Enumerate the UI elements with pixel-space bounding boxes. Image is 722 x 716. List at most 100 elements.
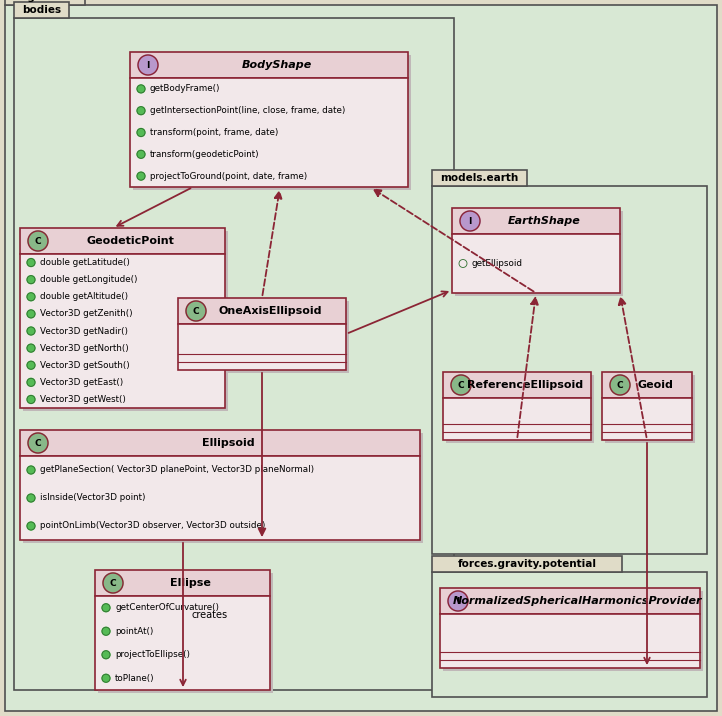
Circle shape (102, 651, 110, 659)
Text: getEllipsoid: getEllipsoid (472, 259, 523, 268)
Circle shape (102, 604, 110, 611)
Circle shape (27, 344, 35, 352)
Bar (95, 570, 270, 596)
Bar (95, 596, 270, 690)
Circle shape (27, 466, 35, 474)
Circle shape (460, 211, 480, 231)
Bar (23, 231, 228, 411)
Bar (20, 430, 420, 456)
Text: transform(geodeticPoint): transform(geodeticPoint) (150, 150, 260, 159)
Text: getCenterOfCurvature(): getCenterOfCurvature() (115, 604, 219, 612)
Bar (602, 398, 692, 440)
Text: C: C (458, 380, 464, 390)
Text: isInside(Vector3D point): isInside(Vector3D point) (40, 493, 146, 503)
Bar (133, 55, 411, 190)
Text: Geoid: Geoid (637, 380, 673, 390)
Bar (181, 301, 349, 373)
Text: toPlane(): toPlane() (115, 674, 155, 683)
Text: creates: creates (191, 610, 227, 620)
Text: Vector3D getZenith(): Vector3D getZenith() (40, 309, 133, 319)
Circle shape (27, 362, 35, 369)
Circle shape (137, 128, 145, 137)
Text: projectToEllipse(): projectToEllipse() (115, 650, 190, 659)
Bar (443, 591, 703, 671)
Text: I: I (147, 60, 149, 69)
Text: pointOnLimb(Vector3D observer, Vector3D outside): pointOnLimb(Vector3D observer, Vector3D … (40, 521, 266, 531)
Text: GeodeticPoint: GeodeticPoint (87, 236, 175, 246)
Bar (432, 572, 707, 697)
Circle shape (27, 258, 35, 266)
Text: OneAxisEllipsoid: OneAxisEllipsoid (218, 306, 322, 316)
Bar (20, 456, 420, 540)
Text: C: C (110, 579, 116, 588)
Text: ReferenceEllipsoid: ReferenceEllipsoid (467, 380, 583, 390)
Text: projectToGround(point, date, frame): projectToGround(point, date, frame) (150, 172, 308, 180)
Bar (443, 398, 591, 440)
Circle shape (138, 55, 158, 75)
Circle shape (459, 259, 467, 268)
Text: forces.gravity.potential: forces.gravity.potential (458, 559, 596, 569)
Text: getPlaneSection( Vector3D planePoint, Vector3D planeNormal): getPlaneSection( Vector3D planePoint, Ve… (40, 465, 314, 475)
Bar (98, 573, 273, 693)
Circle shape (27, 522, 35, 530)
Text: EarthShape: EarthShape (508, 216, 580, 226)
Bar (452, 234, 620, 293)
Circle shape (27, 395, 35, 403)
Text: C: C (193, 306, 199, 316)
Text: Vector3D getEast(): Vector3D getEast() (40, 378, 123, 387)
Bar (20, 254, 225, 408)
Circle shape (137, 172, 145, 180)
Circle shape (28, 231, 48, 251)
Circle shape (102, 627, 110, 635)
Bar (432, 170, 527, 186)
Bar (440, 588, 700, 614)
Circle shape (103, 573, 123, 593)
Bar (602, 372, 692, 398)
Text: BodyShape: BodyShape (242, 60, 312, 70)
Text: transform(point, frame, date): transform(point, frame, date) (150, 128, 279, 137)
Bar (443, 372, 591, 398)
Bar (130, 52, 408, 78)
Text: models.earth: models.earth (440, 173, 518, 183)
Text: Vector3D getSouth(): Vector3D getSouth() (40, 361, 130, 369)
Bar (432, 556, 622, 572)
Text: org.orekit: org.orekit (15, 0, 74, 2)
Text: getIntersectionPoint(line, close, frame, date): getIntersectionPoint(line, close, frame,… (150, 106, 345, 115)
Bar (178, 324, 346, 370)
Text: NormalizedSphericalHarmonicsProvider: NormalizedSphericalHarmonicsProvider (453, 596, 703, 606)
Circle shape (27, 327, 35, 335)
Bar (130, 78, 408, 187)
Circle shape (137, 150, 145, 158)
Bar (440, 614, 700, 668)
Bar (432, 186, 707, 554)
Bar (452, 208, 620, 234)
Text: Vector3D getWest(): Vector3D getWest() (40, 395, 126, 404)
Text: Ellipse: Ellipse (170, 578, 211, 588)
Circle shape (186, 301, 206, 321)
Circle shape (448, 591, 468, 611)
Circle shape (27, 378, 35, 387)
Text: double getLatitude(): double getLatitude() (40, 258, 130, 267)
Bar (14, 2, 69, 18)
Text: Vector3D getNorth(): Vector3D getNorth() (40, 344, 129, 352)
Circle shape (28, 433, 48, 453)
Text: double getAltitude(): double getAltitude() (40, 292, 128, 301)
Bar (20, 228, 225, 254)
Text: C: C (35, 236, 41, 246)
Text: double getLongitude(): double getLongitude() (40, 275, 137, 284)
Bar (455, 211, 623, 296)
Text: bodies: bodies (22, 5, 61, 15)
Text: I: I (456, 596, 460, 606)
Circle shape (102, 674, 110, 682)
Circle shape (27, 276, 35, 284)
Bar (5, 0, 85, 5)
Circle shape (27, 494, 35, 502)
Text: pointAt(): pointAt() (115, 626, 153, 636)
Bar (23, 433, 423, 543)
Bar (605, 375, 695, 443)
Text: C: C (35, 438, 41, 448)
Circle shape (27, 310, 35, 318)
Text: C: C (617, 380, 623, 390)
Circle shape (137, 85, 145, 93)
Circle shape (27, 293, 35, 301)
